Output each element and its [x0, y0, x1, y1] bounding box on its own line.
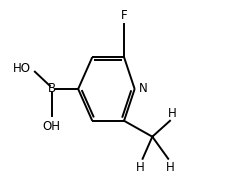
Text: H: H	[166, 161, 175, 174]
Text: H: H	[136, 161, 145, 174]
Text: N: N	[139, 82, 147, 96]
Text: OH: OH	[43, 120, 61, 133]
Text: B: B	[48, 82, 56, 96]
Text: H: H	[168, 107, 176, 120]
Text: HO: HO	[12, 62, 30, 75]
Text: F: F	[121, 9, 127, 22]
